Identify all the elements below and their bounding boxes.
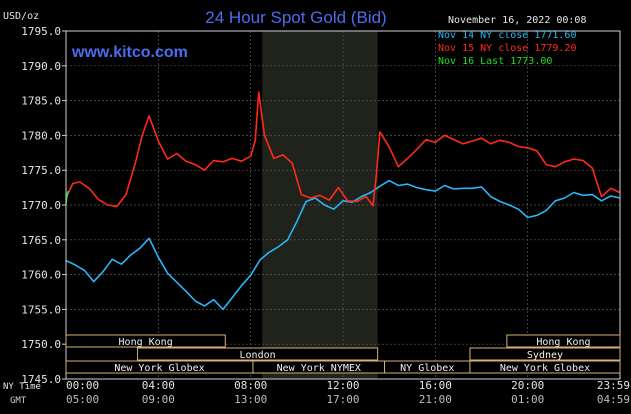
session-bar [469, 360, 621, 374]
legend-item-nov15: Nov 15 NY close 1779.20 [438, 43, 576, 54]
legend-item-nov14: Nov 14 NY close 1771.60 [438, 30, 576, 41]
ny-time-row-label: NY Time [3, 382, 41, 392]
series-line-0 [65, 179, 620, 311]
session-bar [469, 347, 621, 361]
y-tick-label: 1785.0 [21, 95, 61, 108]
session-bar [65, 334, 226, 348]
x-tick-label-gmt: 01:00 [511, 393, 544, 406]
session-bar [506, 334, 621, 348]
legend-item-nov16: Nov 16 Last 1773.00 [438, 56, 552, 67]
y-tick-label: 1790.0 [21, 60, 61, 73]
y-axis: 1795.0 1790.0 1785.0 1780.0 1775.0 1770.0 1765… [21, 25, 66, 386]
y-tick-label: 1755.0 [21, 303, 61, 316]
session-bars: Hong Kong Hong Kong London Sydney New York G… [65, 334, 621, 374]
legend: Nov 14 NY close 1771.60 Nov 15 NY close … [438, 30, 576, 67]
y-tick-label: 1775.0 [21, 164, 61, 177]
gmt-row-label: GMT [10, 396, 27, 406]
date-label: November 16, 2022 00:08 [448, 15, 586, 26]
y-tick-label: 1780.0 [21, 129, 61, 142]
session-label: Hong Kong [119, 337, 173, 348]
x-tick-label-gmt: 21:00 [419, 393, 452, 406]
y-tick-label: 1750.0 [21, 338, 61, 351]
x-tick-label-gmt: 09:00 [142, 393, 175, 406]
x-tick-label-ny: 23:59 [597, 379, 630, 392]
x-tick-label-ny: 00:00 [66, 379, 99, 392]
x-tick-label-ny: 16:00 [419, 379, 452, 392]
x-tick-label-ny: 20:00 [511, 379, 544, 392]
watermark-text: www.kitco.com [71, 44, 188, 61]
session-label: New York NYMEX [277, 363, 361, 374]
y-tick-label: 1765.0 [21, 234, 61, 247]
x-tick-label-gmt: 05:00 [66, 393, 99, 406]
x-tick-label-gmt: 13:00 [234, 393, 267, 406]
chart-title: 24 Hour Spot Gold (Bid) [205, 8, 386, 27]
y-axis-unit-label: USD/oz [3, 11, 39, 22]
x-tick-label-gmt: 04:59 [597, 393, 630, 406]
session-label: New York Globex [114, 363, 204, 374]
session-label: Sydney [527, 350, 563, 361]
x-tick-label-gmt: 17:00 [326, 393, 359, 406]
x-tick-label-ny: 04:00 [142, 379, 175, 392]
session-bar [137, 347, 379, 361]
session-label: Hong Kong [536, 337, 590, 348]
x-tick-label-ny: 08:00 [234, 379, 267, 392]
x-tick-label-ny: 12:00 [326, 379, 359, 392]
session-label: New York Globex [500, 363, 590, 374]
y-tick-label: 1795.0 [21, 25, 61, 38]
series-line-1 [65, 91, 621, 208]
y-tick-label: 1745.0 [21, 373, 61, 386]
session-label: London [240, 350, 276, 361]
y-tick-label: 1760.0 [21, 269, 61, 282]
session-label: NY Globex [400, 363, 454, 374]
y-tick-label: 1770.0 [21, 199, 61, 212]
